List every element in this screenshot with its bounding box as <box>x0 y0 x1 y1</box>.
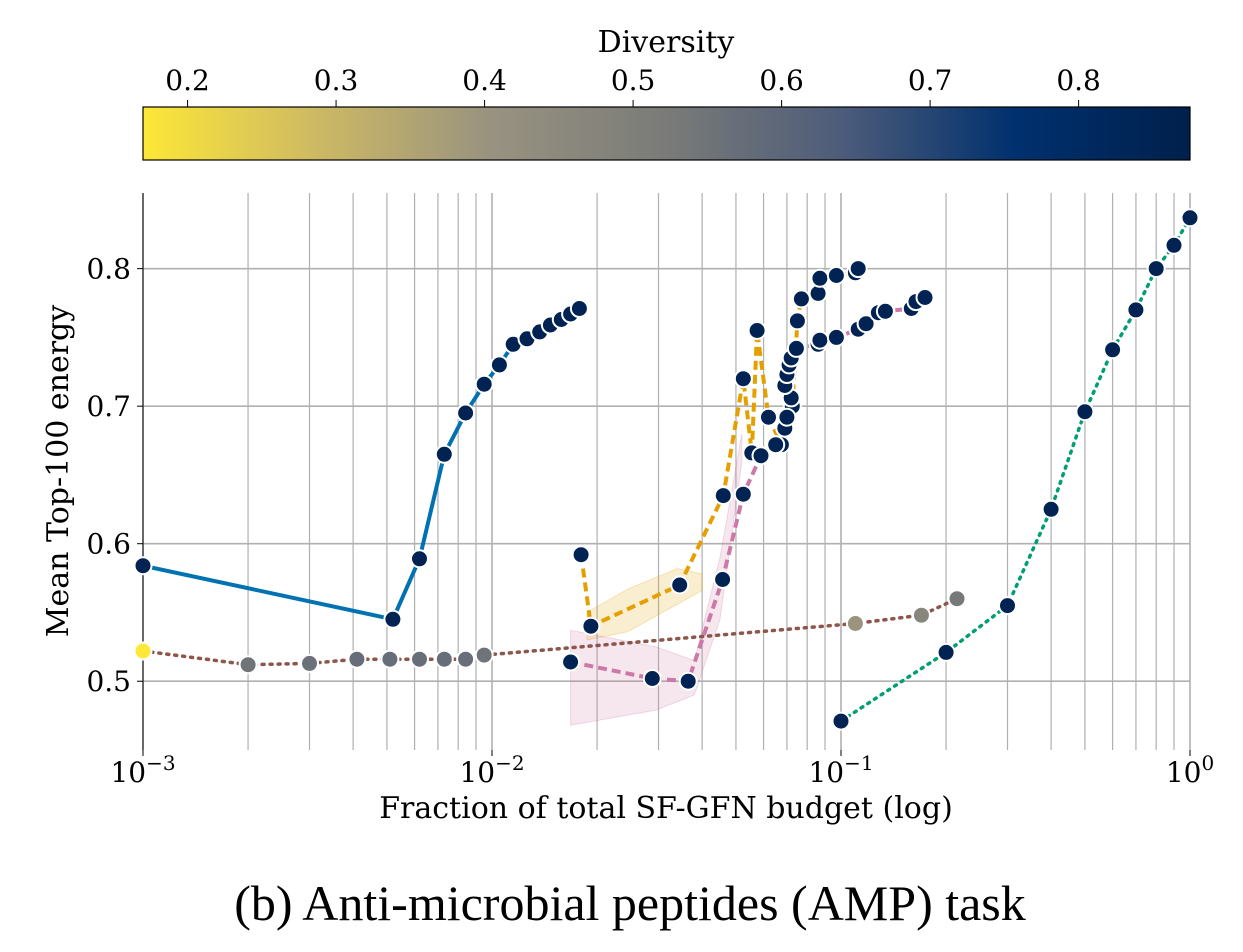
colorbar-tick-label: 0.2 <box>165 64 210 97</box>
series-4-point <box>1164 235 1184 255</box>
colorbar-tick-label: 0.3 <box>314 64 359 97</box>
series-3-point <box>561 652 581 672</box>
series-2-point <box>810 268 830 288</box>
series-4-point <box>831 711 851 731</box>
colorbar-tick-label: 0.8 <box>1056 64 1101 97</box>
y-tick-label: 0.5 <box>86 665 131 698</box>
series-3-point <box>678 671 698 691</box>
series-3-point <box>777 407 797 427</box>
series-0-point <box>569 299 589 318</box>
series-0-point <box>434 444 454 464</box>
series-1-point <box>845 614 865 633</box>
series-0-point <box>383 609 403 629</box>
series-0-point <box>410 549 429 569</box>
series-0-point <box>489 355 509 375</box>
series-2-point <box>848 259 868 279</box>
y-tick-label: 0.6 <box>86 528 131 561</box>
colorbar: Diversity 0.2 0.3 0.4 0.5 0.6 0.7 0.8 <box>142 25 1191 161</box>
series-3-point <box>766 435 786 455</box>
colorbar-tick-label: 0.4 <box>462 64 507 97</box>
series-3-point <box>786 338 806 358</box>
series-2-point <box>581 616 601 636</box>
series-3-point <box>856 314 876 334</box>
x-tick-label: 10−2 <box>459 751 524 789</box>
series-3-point <box>810 330 830 350</box>
series-2-point <box>733 369 753 389</box>
series-2-point <box>787 311 807 331</box>
series-2-point <box>747 321 767 340</box>
series-1-line <box>143 596 959 667</box>
series-3-point <box>915 288 935 307</box>
series-2-point <box>759 407 778 427</box>
series-2-point <box>571 545 591 565</box>
series-4-point <box>1126 300 1146 320</box>
series-0-point <box>133 556 153 576</box>
x-tick-label: 10−3 <box>110 751 175 789</box>
colorbar-ticks: 0.2 0.3 0.4 0.5 0.6 0.7 0.8 <box>165 64 1101 107</box>
series-0-point <box>456 403 476 423</box>
colorbar-tick-label: 0.7 <box>908 64 953 97</box>
series-3-point <box>826 327 846 347</box>
y-axis-label: Mean Top-100 energy <box>41 305 76 637</box>
series-4-point <box>1146 259 1166 279</box>
y-axis-ticks: 0.5 0.6 0.7 0.8 <box>86 253 143 698</box>
series-3-point <box>733 484 753 504</box>
series-4-point <box>936 642 956 662</box>
series-4-line <box>839 216 1190 723</box>
data-points <box>133 208 1200 731</box>
series-2-point <box>791 289 811 309</box>
series-1-point <box>410 649 429 669</box>
series-4-point <box>1103 340 1123 360</box>
series-3-band <box>570 433 743 726</box>
series-1-point <box>300 653 319 673</box>
x-tick-label: 100 <box>1166 751 1214 789</box>
series-lines <box>143 216 1190 723</box>
series-2-point <box>713 486 733 506</box>
x-tick-label: 10−1 <box>808 751 873 789</box>
series-0-point <box>474 374 494 394</box>
series-1-point <box>456 649 476 669</box>
series-3-point <box>875 301 895 321</box>
plot-area <box>133 193 1200 750</box>
series-1-point <box>133 641 153 661</box>
series-1-point <box>911 605 931 625</box>
x-axis-ticks: 10−3 10−2 10−1 100 <box>110 750 1214 789</box>
series-4-point <box>1041 499 1061 519</box>
series-4-point <box>998 596 1017 616</box>
colorbar-label: Diversity <box>598 25 735 60</box>
y-tick-label: 0.8 <box>86 253 131 286</box>
figure-caption: (b) Anti-microbial peptides (AMP) task <box>234 875 1026 931</box>
series-1-point <box>347 649 367 669</box>
colorbar-tick-label: 0.5 <box>611 64 656 97</box>
colorbar-tick-label: 0.6 <box>759 64 804 97</box>
colorbar-gradient <box>142 106 1191 161</box>
series-3-point <box>642 669 662 688</box>
series-4-point <box>1180 208 1200 228</box>
series-1-point <box>434 649 454 669</box>
series-1-point <box>380 649 400 669</box>
series-4-point <box>1075 402 1095 422</box>
series-2-point <box>670 575 690 595</box>
series-1-point <box>238 655 258 675</box>
series-3-point <box>751 446 771 466</box>
y-tick-label: 0.7 <box>86 390 131 423</box>
series-0-line <box>143 306 581 622</box>
series-2-point <box>826 266 846 285</box>
series-1-point <box>474 645 494 665</box>
series-1-point <box>947 589 967 609</box>
major-gridlines <box>142 193 1191 750</box>
series-3-point <box>713 570 733 589</box>
x-axis-label: Fraction of total SF-GFN budget (log) <box>379 791 953 826</box>
